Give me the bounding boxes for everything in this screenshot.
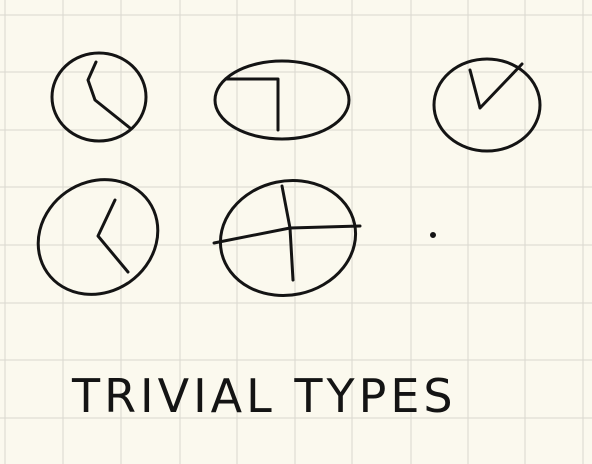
- caption: TRIVIAL TYPES: [71, 369, 457, 423]
- circle-sketches: [36, 51, 542, 298]
- ink-dot: [430, 232, 436, 238]
- sketch-quadrant: [224, 77, 280, 132]
- sketch-wedge: [468, 62, 524, 110]
- sketch-wedge: [96, 198, 130, 274]
- sketch-circle: [50, 51, 148, 143]
- sketch-ellipse: [36, 178, 160, 296]
- sketch-cross-h: [212, 224, 362, 245]
- sketch-wedge: [86, 60, 132, 130]
- sketch-ellipse: [218, 178, 358, 298]
- sketch-cross-v: [280, 184, 295, 282]
- sketch-circle: [432, 57, 542, 153]
- sketch-ellipse: [213, 59, 351, 141]
